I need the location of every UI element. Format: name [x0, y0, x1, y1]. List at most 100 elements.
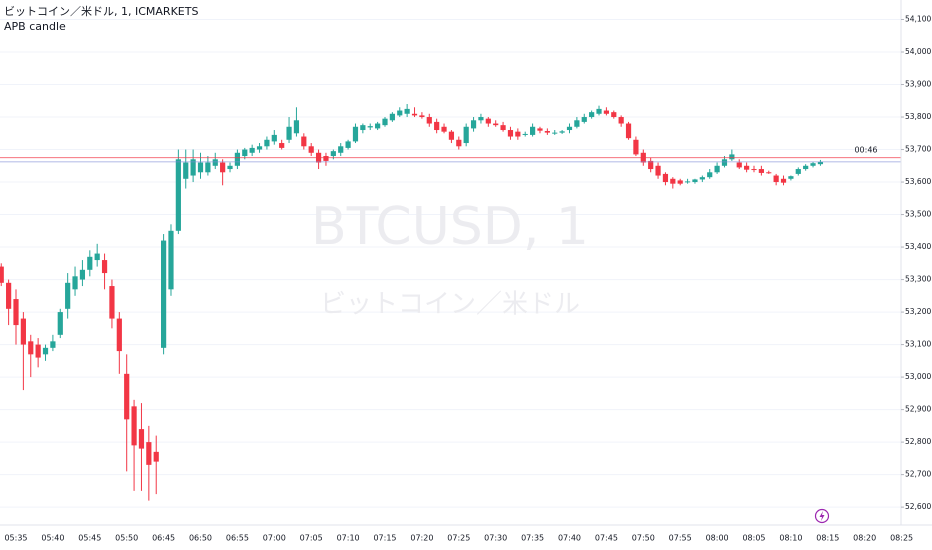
y-tick-label: 53,100.00 [905, 340, 932, 349]
candle-body [397, 110, 403, 116]
x-tick-label: 05:50 [115, 534, 138, 543]
y-tick-label: 54,000.00 [905, 47, 932, 56]
x-tick-label: 07:35 [521, 534, 544, 543]
candle-body [360, 125, 366, 131]
candle-body [633, 139, 639, 155]
candle-body [323, 156, 329, 161]
candle-body [552, 132, 558, 134]
candle-body [168, 230, 174, 290]
candle-body [478, 117, 484, 121]
candle-body [94, 253, 100, 261]
candle-body [279, 143, 285, 148]
candle-body [507, 130, 514, 137]
candle-body [249, 147, 255, 153]
x-tick-label: 08:05 [742, 534, 765, 543]
chart-title: ビットコイン／米ドル, 1, ICMARKETS [4, 5, 198, 18]
candle-body [264, 139, 270, 147]
candle-body [788, 176, 794, 179]
candle-body [0, 266, 4, 283]
candle-body [227, 165, 233, 170]
candle-body [308, 146, 314, 153]
candle-body [670, 178, 676, 184]
indicator-name: APB candle [4, 20, 66, 33]
candle-body [522, 133, 528, 135]
candle-body [434, 121, 440, 131]
candle-body [537, 128, 543, 131]
candle-body [131, 406, 137, 446]
y-tick-label: 52,700.00 [905, 470, 932, 479]
x-tick-label: 07:40 [558, 534, 581, 543]
watermark-sub: ビットコイン／米ドル [320, 290, 580, 320]
candle-body [655, 165, 661, 176]
candle-body [367, 126, 373, 128]
candle-body [780, 178, 787, 183]
x-tick-label: 07:25 [447, 534, 470, 543]
x-tick-label: 07:15 [373, 534, 396, 543]
candle-body [330, 151, 336, 157]
x-tick-label: 07:10 [337, 534, 360, 543]
candle-body [101, 260, 108, 274]
candle-body [50, 341, 56, 348]
candle-body [138, 429, 145, 449]
candle-body [648, 160, 654, 170]
event-bolt [819, 511, 825, 521]
candle-body [611, 112, 617, 118]
x-tick-label: 07:50 [632, 534, 655, 543]
candle-body [286, 126, 292, 140]
candle-body [470, 120, 477, 129]
candle-body [714, 165, 720, 173]
candle-body [116, 318, 122, 352]
x-tick-label: 07:05 [300, 534, 323, 543]
candle-body [817, 161, 824, 165]
candle-body [42, 347, 49, 355]
candle-body [183, 162, 189, 179]
candle-body [662, 173, 669, 183]
x-tick-label: 07:45 [595, 534, 618, 543]
candle-body [234, 152, 240, 166]
y-tick-label: 53,800.00 [905, 112, 932, 121]
candle-body [441, 126, 447, 132]
candle-body [293, 120, 300, 134]
candle-body [87, 256, 93, 270]
candle-body [581, 117, 587, 122]
watermark: BTCUSD, 1 [311, 197, 589, 257]
candle-body [375, 123, 381, 129]
candle-body [729, 154, 735, 160]
grid [0, 19, 901, 508]
candle-body [124, 373, 130, 420]
candle-body [382, 118, 388, 126]
candle-body [411, 113, 418, 116]
candle-body [596, 108, 602, 114]
candle-body [220, 162, 226, 173]
candle-body [566, 126, 573, 131]
candle-body [65, 282, 71, 309]
y-tick-label: 53,200.00 [905, 307, 932, 316]
candle-body [338, 146, 344, 153]
candle-body [618, 117, 624, 124]
candle-body [57, 312, 63, 335]
candle-body [197, 162, 204, 173]
candle-body [625, 123, 632, 139]
y-tick-label: 53,700.00 [905, 145, 932, 154]
candle-body [544, 131, 550, 133]
candle-body [301, 136, 307, 147]
candle-body [692, 179, 698, 183]
candle-body [589, 112, 595, 118]
candle-body [404, 108, 410, 114]
candle-body [161, 240, 167, 348]
candle-body [389, 113, 395, 121]
candle-body [677, 180, 683, 184]
x-tick-label: 08:20 [853, 534, 876, 543]
y-tick-label: 53,000.00 [905, 372, 932, 381]
x-tick-label: 08:00 [706, 534, 729, 543]
candle-body [773, 175, 779, 183]
x-tick-label: 05:45 [78, 534, 101, 543]
plot [0, 104, 901, 501]
y-tick-label: 53,900.00 [905, 80, 932, 89]
candle-body [699, 177, 705, 180]
x-tick-label: 07:55 [669, 534, 692, 543]
x-tick-label: 07:00 [263, 534, 286, 543]
candle-body [515, 131, 521, 137]
candle-body [419, 115, 425, 118]
